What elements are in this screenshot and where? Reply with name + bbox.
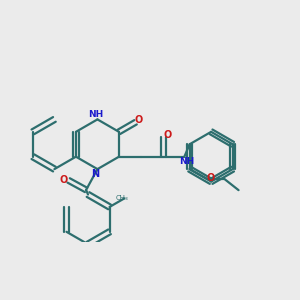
Text: NH: NH xyxy=(88,110,103,119)
Text: NH: NH xyxy=(179,157,194,166)
Text: O: O xyxy=(206,173,215,183)
Text: N: N xyxy=(92,169,100,179)
Text: O: O xyxy=(163,130,171,140)
Text: CH₃: CH₃ xyxy=(116,195,128,201)
Text: O: O xyxy=(134,115,142,124)
Text: O: O xyxy=(60,176,68,185)
